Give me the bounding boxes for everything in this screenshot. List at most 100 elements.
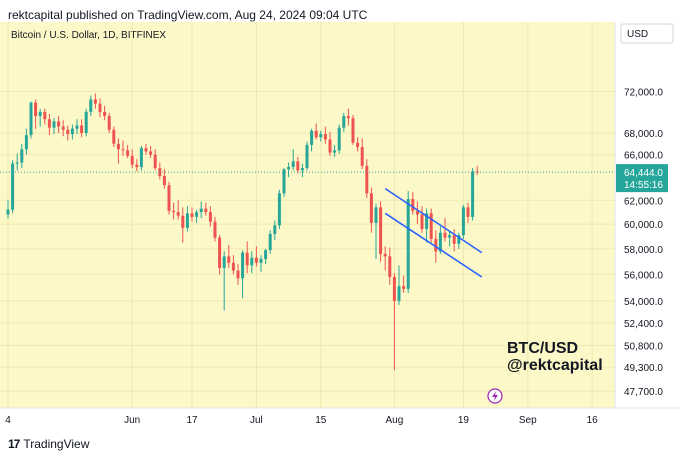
- candle-body: [374, 207, 378, 223]
- candle: [254, 246, 258, 267]
- candle: [471, 168, 475, 221]
- candle-body: [282, 169, 286, 194]
- channel-trendline[interactable]: [384, 187, 483, 254]
- candle-body: [402, 286, 406, 289]
- candle-body: [411, 199, 415, 211]
- candle-body: [429, 213, 433, 239]
- candle: [351, 115, 355, 145]
- candle: [245, 241, 249, 274]
- candle: [121, 140, 125, 156]
- candle: [15, 153, 19, 171]
- time-tick-label: 16: [587, 415, 599, 426]
- candle: [374, 203, 378, 259]
- candle: [425, 208, 429, 243]
- candle-body: [47, 119, 51, 128]
- publish-header: rektcapital published on TradingView.com…: [8, 8, 368, 22]
- candle: [236, 264, 240, 285]
- candle: [452, 229, 456, 252]
- candle: [11, 160, 15, 214]
- candle: [448, 230, 452, 247]
- candle: [273, 220, 277, 241]
- candle-body: [116, 143, 120, 150]
- channel-lines-layer: [384, 187, 483, 278]
- candle: [259, 255, 263, 272]
- candle-body: [425, 213, 429, 230]
- candle: [388, 247, 392, 285]
- candle: [466, 202, 470, 223]
- candle: [107, 112, 111, 134]
- candle-body: [268, 233, 272, 251]
- candle: [93, 93, 97, 109]
- candle: [84, 108, 88, 137]
- time-tick-label: Aug: [386, 415, 404, 426]
- candle-body: [199, 208, 203, 213]
- candle: [429, 208, 433, 243]
- candle-body: [245, 252, 249, 266]
- channel-trendline[interactable]: [384, 212, 483, 278]
- candle: [176, 200, 180, 220]
- candle: [231, 255, 235, 275]
- currency-button[interactable]: USD: [620, 23, 674, 44]
- countdown-label: 14:55:16: [624, 180, 663, 191]
- last-price-layer: 64,444.014:55:16: [0, 164, 668, 193]
- lightning-icon-bolt[interactable]: [492, 391, 498, 401]
- candle-body: [259, 258, 263, 263]
- candle-body: [185, 213, 189, 228]
- candle: [218, 235, 222, 275]
- candle-body: [34, 102, 38, 117]
- candle: [70, 124, 74, 140]
- candle-body: [296, 161, 300, 171]
- candle-body: [379, 207, 383, 254]
- candle-body: [98, 103, 102, 112]
- candle: [213, 216, 217, 242]
- candle: [116, 138, 120, 164]
- candle: [199, 201, 203, 219]
- candle-body: [471, 171, 475, 217]
- candle: [392, 273, 396, 371]
- candle-body: [149, 151, 153, 155]
- price-tick-label: 54,000.0: [624, 297, 663, 308]
- currency-button-frame[interactable]: [620, 23, 674, 44]
- candle-body: [415, 210, 419, 215]
- candle: [162, 169, 166, 189]
- candle-body: [328, 139, 332, 153]
- candle: [75, 119, 79, 135]
- candle-body: [144, 148, 148, 152]
- candle-body: [103, 111, 107, 117]
- candle: [52, 118, 56, 135]
- lightning-icon[interactable]: [487, 388, 503, 404]
- candle-body: [20, 149, 24, 163]
- symbol-title: Bitcoin / U.S. Dollar, 1D, BITFINEX: [11, 30, 166, 41]
- candle-body: [314, 130, 318, 138]
- candle: [402, 275, 406, 293]
- candle-body: [38, 111, 42, 117]
- candle-body: [443, 232, 447, 238]
- candle-body: [264, 250, 268, 259]
- candle-body: [126, 150, 130, 156]
- candle-body: [52, 121, 56, 128]
- price-tick-label: 50,800.0: [624, 341, 663, 352]
- candle-body: [167, 185, 171, 211]
- candle: [346, 108, 350, 126]
- watermark-symbol: BTC/USD: [507, 340, 578, 357]
- candle-body: [15, 162, 19, 164]
- candle: [29, 101, 33, 139]
- time-tick-label: Jul: [250, 415, 263, 426]
- candle-body: [305, 144, 309, 169]
- candle-body: [61, 126, 65, 130]
- candle: [328, 131, 332, 156]
- price-tick-label: 56,000.0: [624, 270, 663, 281]
- candlestick-chart[interactable]: Bitcoin / U.S. Dollar, 1D, BITFINEX USD …: [0, 22, 680, 434]
- candle-body: [310, 130, 314, 145]
- candle-body: [365, 165, 369, 194]
- chart-container[interactable]: Bitcoin / U.S. Dollar, 1D, BITFINEX USD …: [0, 22, 680, 434]
- currency-button-label[interactable]: USD: [627, 29, 648, 40]
- time-tick-label: Jun: [124, 415, 140, 426]
- candle: [296, 156, 300, 174]
- candle: [61, 120, 65, 137]
- candle-body: [452, 235, 456, 244]
- candle-body: [333, 150, 337, 153]
- candle-body: [236, 270, 240, 279]
- candle-body: [93, 99, 97, 104]
- candle-body: [337, 127, 341, 151]
